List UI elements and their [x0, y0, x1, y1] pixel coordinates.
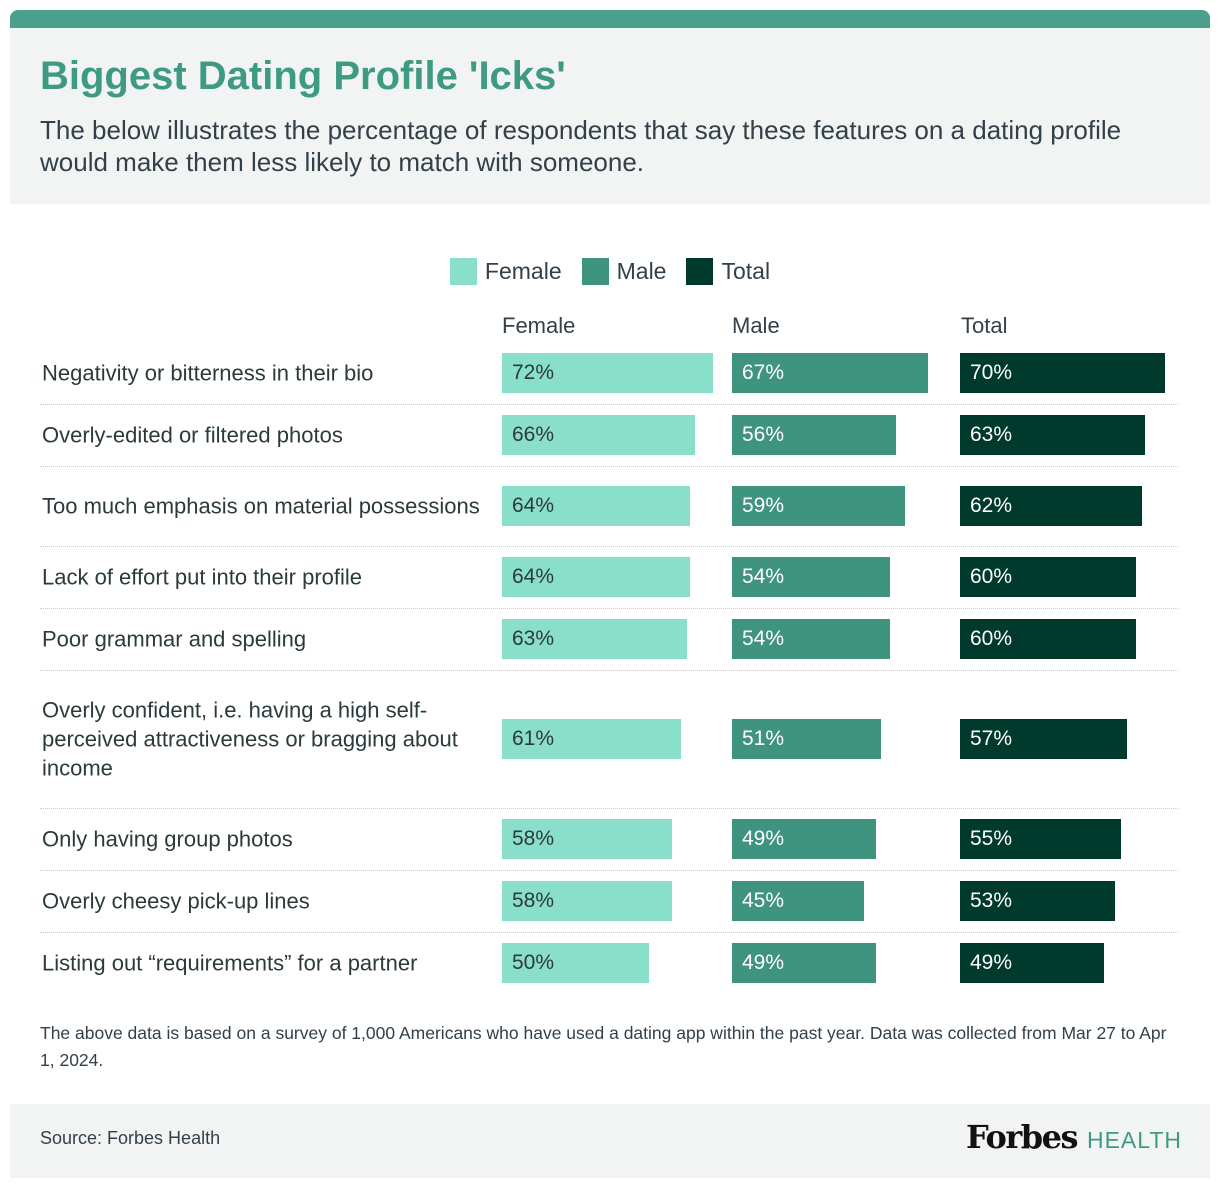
bar-value-label: 58%: [512, 827, 555, 850]
bar-total: 70%: [960, 353, 1165, 393]
bar-value-label: 59%: [742, 494, 785, 517]
bar-female: 50%: [502, 943, 649, 983]
bar-male: 54%: [732, 557, 890, 597]
bar-male: 56%: [732, 415, 896, 455]
chart-row: Listing out “requirements” for a partner…: [40, 932, 1178, 994]
category-label: Poor grammar and spelling: [42, 626, 307, 652]
health-wordmark: HEALTH: [1086, 1127, 1182, 1153]
bar-value-label: 60%: [970, 627, 1013, 650]
bar-value-label: 63%: [970, 423, 1013, 446]
chart-header: Biggest Dating Profile 'Icks' The below …: [10, 28, 1210, 204]
bar-value-label: 70%: [970, 361, 1013, 384]
legend-item-total: Total: [686, 258, 770, 285]
source-text: Source: Forbes Health: [40, 1128, 221, 1148]
bar-value-label: 62%: [970, 494, 1013, 517]
category-label: Overly-edited or filtered photos: [42, 422, 343, 448]
bar-female: 66%: [502, 415, 695, 455]
chart-row: Poor grammar and spelling 63% 54% 60%: [40, 608, 1178, 671]
category-label: Overly confident, i.e. having a high sel…: [42, 697, 458, 781]
chart-title: Biggest Dating Profile 'Icks': [40, 54, 566, 98]
bar-female: 64%: [502, 486, 690, 526]
legend-swatch-male: [581, 258, 609, 285]
legend-item-female: Female: [449, 258, 562, 285]
bar-female: 63%: [502, 619, 687, 659]
bar-total: 63%: [960, 415, 1145, 455]
category-label: Only having group photos: [42, 826, 293, 852]
bar-male: 59%: [732, 486, 905, 526]
chart-row: Overly-edited or filtered photos 66% 56% 63…: [40, 404, 1178, 467]
bar-total: 57%: [960, 719, 1127, 759]
chart-subtitle: The below illustrates the percentage of …: [40, 115, 1122, 177]
bar-value-label: 67%: [742, 361, 785, 384]
column-header-male: Male: [732, 313, 780, 338]
legend-swatch-total: [686, 258, 714, 285]
bar-total: 49%: [960, 943, 1104, 983]
bar-value-label: 51%: [742, 727, 785, 750]
chart-legend: Female Male Total: [0, 258, 1220, 285]
bar-total: 62%: [960, 486, 1142, 526]
category-label: Listing out “requirements” for a partner: [42, 950, 418, 976]
bar-male: 49%: [732, 943, 876, 983]
chart-row: Too much emphasis on material possession…: [40, 466, 1178, 547]
bar-value-label: 49%: [742, 827, 785, 850]
column-header-total: Total: [961, 313, 1008, 338]
legend-swatch-female: [449, 258, 477, 285]
bar-male: 51%: [732, 719, 881, 759]
bar-value-label: 45%: [742, 889, 785, 912]
legend-item-male: Male: [581, 258, 667, 285]
bar-value-label: 50%: [512, 951, 555, 974]
column-header-female: Female: [502, 313, 576, 338]
bar-value-label: 49%: [970, 951, 1013, 974]
bar-value-label: 54%: [742, 565, 785, 588]
bar-female: 64%: [502, 557, 690, 597]
legend-label-female: Female: [484, 258, 562, 284]
forbes-wordmark: Forbes: [966, 1118, 1078, 1156]
bar-value-label: 63%: [512, 627, 555, 650]
chart-row: Overly cheesy pick-up lines 58% 45% 53%: [40, 870, 1178, 933]
bar-value-label: 53%: [970, 889, 1013, 912]
bar-value-label: 61%: [512, 727, 555, 750]
bar-value-label: 64%: [512, 565, 555, 588]
chart-row: Overly confident, i.e. having a high sel…: [40, 670, 1178, 809]
bar-total: 55%: [960, 819, 1121, 859]
bar-value-label: 56%: [742, 423, 785, 446]
bar-value-label: 66%: [512, 423, 555, 446]
bar-female: 58%: [502, 881, 672, 921]
bar-value-label: 55%: [970, 827, 1013, 850]
bar-value-label: 54%: [742, 627, 785, 650]
bar-male: 67%: [732, 353, 928, 393]
legend-label-male: Male: [616, 258, 667, 284]
chart-row: Negativity or bitterness in their bio 72%…: [40, 342, 1178, 405]
survey-note: The above data is based on a survey of 1…: [40, 1023, 1167, 1070]
bar-total: 53%: [960, 881, 1115, 921]
bar-male: 45%: [732, 881, 864, 921]
bar-value-label: 49%: [742, 951, 785, 974]
bar-female: 72%: [502, 353, 713, 393]
bar-male: 54%: [732, 619, 890, 659]
bar-total: 60%: [960, 557, 1136, 597]
category-label: Too much emphasis on material possession…: [42, 493, 480, 519]
category-label: Lack of effort put into their profile: [42, 564, 362, 590]
bar-total: 60%: [960, 619, 1136, 659]
bar-value-label: 64%: [512, 494, 555, 517]
bar-value-label: 57%: [970, 727, 1013, 750]
header-accent-bar: [10, 10, 1210, 30]
forbes-health-logo: Forbes HEALTH: [966, 1118, 1182, 1156]
bar-male: 49%: [732, 819, 876, 859]
chart-footer: Source: Forbes Health Forbes HEALTH: [10, 1104, 1210, 1178]
category-label: Overly cheesy pick-up lines: [42, 888, 310, 914]
legend-label-total: Total: [721, 258, 771, 284]
chart-row: Only having group photos 58% 49% 55%: [40, 808, 1178, 871]
bar-female: 58%: [502, 819, 672, 859]
bar-value-label: 72%: [512, 361, 555, 384]
bar-female: 61%: [502, 719, 681, 759]
chart-row: Lack of effort put into their profile 64%…: [40, 546, 1178, 609]
category-label: Negativity or bitterness in their bio: [42, 360, 374, 386]
bar-value-label: 58%: [512, 889, 555, 912]
bar-value-label: 60%: [970, 565, 1013, 588]
